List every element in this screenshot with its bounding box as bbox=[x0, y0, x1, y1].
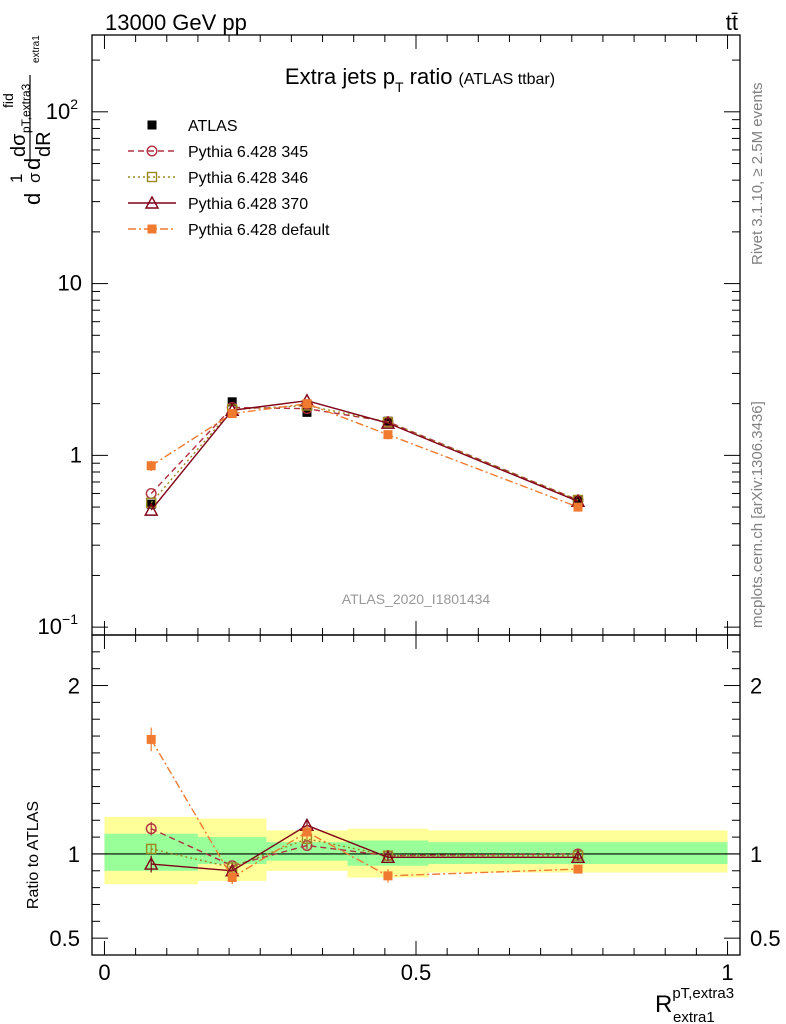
main-y-tick-label: 10−1 bbox=[38, 611, 79, 639]
main-y-tick-label: 102 bbox=[46, 96, 78, 124]
ratio-xlabel: RpT,extra3 bbox=[655, 985, 734, 1018]
main-series-line bbox=[150, 406, 579, 501]
ratio-y-tick-label-left: 2 bbox=[68, 674, 80, 699]
legend-marker bbox=[146, 171, 158, 183]
ylabel-dsigma: dσ bbox=[8, 133, 30, 157]
x-tick-label: 1 bbox=[721, 960, 733, 985]
ratio-y-tick-label-left: 0.5 bbox=[49, 926, 80, 951]
main-data-point bbox=[146, 461, 156, 471]
legend: ATLAS Pythia 6.428 345 Pythia 6.428 346 Pyt… bbox=[128, 118, 330, 239]
ratio-y-tick-label-right: 0.5 bbox=[750, 926, 781, 951]
legend-label: Pythia 6.428 345 bbox=[188, 144, 308, 161]
ratio-series-line bbox=[150, 828, 579, 867]
ratio-data-point bbox=[145, 823, 157, 835]
chart-title-main: Extra jets p bbox=[285, 64, 395, 89]
legend-marker bbox=[147, 224, 157, 234]
ratio-series-3 bbox=[146, 727, 583, 885]
main-data-point bbox=[380, 415, 396, 429]
ratio-data-point bbox=[380, 849, 396, 864]
main-data-point bbox=[383, 430, 393, 440]
legend-label: Pythia 6.428 default bbox=[188, 222, 330, 239]
main-series-layer bbox=[144, 393, 586, 516]
ratio-frame bbox=[91, 634, 741, 956]
main-series-line bbox=[150, 404, 579, 504]
ratio-data-point bbox=[144, 856, 159, 870]
ratio-y-tick-label-right: 2 bbox=[750, 674, 762, 699]
ratio-data-point bbox=[573, 864, 583, 874]
ylabel-fid: fid bbox=[0, 93, 16, 108]
legend-marker bbox=[144, 195, 160, 209]
xlabel-sup: pT,extra3 bbox=[672, 985, 734, 1002]
main-ylabel: d 1 σ d dσ fid dR pT,extra3 extra1 bbox=[0, 35, 55, 205]
ratio-data-point bbox=[302, 827, 312, 837]
ratio-data-point bbox=[145, 843, 157, 855]
ylabel-d2: d bbox=[20, 158, 45, 170]
ylabel-sigma: σ bbox=[25, 172, 44, 183]
xlabel-main: R bbox=[655, 991, 672, 1018]
process-label: tt̄ bbox=[726, 10, 738, 35]
ylabel-ptextra3: pT,extra3 bbox=[19, 83, 33, 133]
main-series-4 bbox=[146, 399, 583, 512]
main-series-1 bbox=[145, 401, 584, 506]
mcplots-label: mcplots.cern.ch [arXiv:1306.3436] bbox=[749, 401, 766, 628]
ratio-y-tick-label-right: 1 bbox=[750, 842, 762, 867]
rivet-label: Rivet 3.1.10, ≥ 2.5M events bbox=[749, 83, 766, 266]
ratio-data-point bbox=[146, 734, 156, 744]
main-data-point bbox=[145, 487, 157, 499]
main-data-point bbox=[144, 502, 159, 516]
ratio-ylabel: Ratio to ATLAS bbox=[25, 801, 42, 909]
main-y-tick-label: 10 bbox=[58, 271, 82, 296]
legend-item: Pythia 6.428 345 bbox=[128, 144, 308, 161]
energy-label: 13000 GeV pp bbox=[105, 10, 247, 35]
ratio-series-layer bbox=[144, 727, 586, 885]
legend-label: Pythia 6.428 346 bbox=[188, 170, 308, 187]
main-y-tick-label: 1 bbox=[70, 442, 82, 467]
chart-title-note: (ATLAS ttbar) bbox=[458, 71, 555, 88]
xlabel-sub: extra1 bbox=[673, 1009, 715, 1024]
x-tick-label: 0 bbox=[98, 960, 110, 985]
ratio-ticks: 0 0.5 1 0.5 0.5 1 1 2 2 bbox=[49, 635, 781, 985]
main-data-point bbox=[573, 502, 583, 512]
ratio-data-point bbox=[383, 871, 393, 881]
ratio-band-inner bbox=[197, 837, 267, 865]
main-data-point bbox=[227, 397, 237, 407]
legend-marker bbox=[147, 120, 157, 130]
ylabel-dR: dR bbox=[33, 131, 55, 157]
main-data-point bbox=[227, 409, 237, 419]
legend-item: Pythia 6.428 370 bbox=[128, 195, 308, 213]
ratio-series-line bbox=[151, 838, 578, 869]
main-series-0 bbox=[146, 397, 583, 509]
legend-item: Pythia 6.428 default bbox=[128, 222, 330, 239]
chart-title-rest: ratio bbox=[404, 64, 453, 89]
ylabel-one: 1 bbox=[7, 174, 26, 183]
legend-label: ATLAS bbox=[188, 118, 238, 135]
main-data-point bbox=[302, 407, 312, 417]
chart-title: Extra jets pT ratio (ATLAS ttbar) bbox=[285, 64, 555, 95]
main-data-point bbox=[145, 497, 157, 508]
legend-item: ATLAS bbox=[147, 118, 238, 135]
main-series-line bbox=[150, 400, 579, 511]
legend-item: Pythia 6.428 346 bbox=[128, 170, 308, 187]
ylabel-extra1: extra1 bbox=[31, 35, 42, 63]
ylabel-d1: d bbox=[20, 193, 45, 205]
chart-title-sub: T bbox=[395, 79, 404, 95]
x-tick-label: 0.5 bbox=[401, 960, 432, 985]
analysis-id: ATLAS_2020_I1801434 bbox=[342, 591, 491, 607]
ratio-data-point bbox=[227, 873, 237, 883]
main-series-3 bbox=[144, 393, 586, 516]
main-series-line bbox=[150, 402, 579, 508]
main-panel: 10−1 1 10 102 ATLAS_2020_I1801434 Extra jet… bbox=[0, 34, 741, 639]
ratio-y-tick-label-left: 1 bbox=[68, 842, 80, 867]
main-ticks: 10−1 1 10 102 bbox=[38, 35, 740, 639]
legend-marker bbox=[146, 145, 158, 157]
ratio-panel: 0 0.5 1 0.5 0.5 1 1 2 2 Ratio to ATLAS RpT,extra… bbox=[25, 634, 781, 1024]
ratio-uncertainty-bands bbox=[92, 816, 740, 885]
ratio-data-point bbox=[570, 849, 586, 864]
legend-label: Pythia 6.428 370 bbox=[188, 196, 308, 213]
main-data-point bbox=[302, 399, 312, 409]
